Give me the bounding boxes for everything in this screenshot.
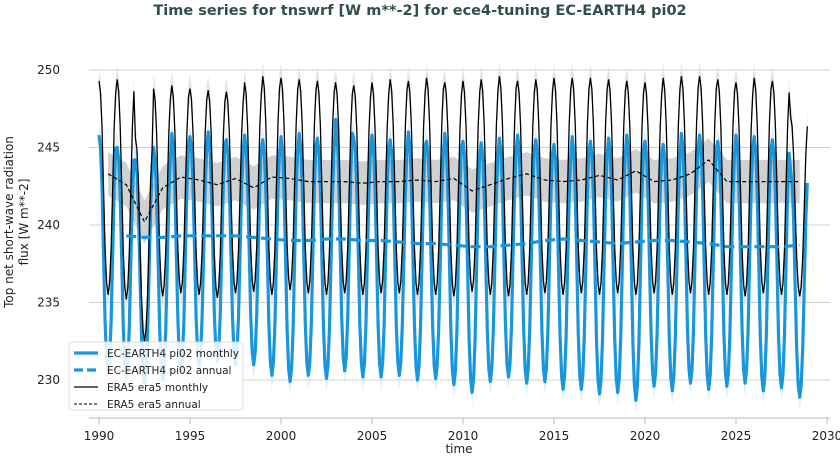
legend-label: EC-EARTH4 pi02 annual xyxy=(107,365,231,377)
x-tick-label: 2025 xyxy=(721,429,752,443)
x-tick-label: 2030 xyxy=(812,429,840,443)
legend: EC-EARTH4 pi02 monthly EC-EARTH4 pi02 ann… xyxy=(68,341,244,411)
x-tick-label: 2005 xyxy=(357,429,388,443)
x-tick-label: 1990 xyxy=(84,429,115,443)
legend-box xyxy=(68,341,244,411)
series-ecearth-annual xyxy=(126,234,800,249)
x-axis-label: time xyxy=(445,442,472,456)
era5-annual-spread-band xyxy=(108,138,800,244)
y-ticks: 230 235 240 245 250 xyxy=(37,63,60,387)
x-ticks: 1990 1995 2000 2005 2010 2015 2020 2025 2030 xyxy=(84,418,840,443)
x-tick-label: 2000 xyxy=(266,429,297,443)
y-tick-label: 245 xyxy=(37,141,60,155)
y-tick-label: 235 xyxy=(37,296,60,310)
y-tick-label: 240 xyxy=(37,218,60,232)
chart-title: Time series for tnswrf [W m**-2] for ece… xyxy=(153,3,686,19)
y-tick-label: 230 xyxy=(37,373,60,387)
x-tick-label: 2020 xyxy=(630,429,661,443)
series-era5-monthly xyxy=(98,76,808,342)
legend-label: ERA5 era5 monthly xyxy=(107,382,208,394)
y-tick-label: 250 xyxy=(37,63,60,77)
series-era5-annual xyxy=(107,159,800,224)
legend-label: ERA5 era5 annual xyxy=(107,399,201,411)
x-tick-label: 2010 xyxy=(448,429,479,443)
y-axis-label: Top net short-wave radiationflux [W m**-… xyxy=(2,136,31,309)
x-tick-label: 2015 xyxy=(539,429,570,443)
legend-label: EC-EARTH4 pi02 monthly xyxy=(107,348,239,360)
x-tick-label: 1995 xyxy=(175,429,206,443)
